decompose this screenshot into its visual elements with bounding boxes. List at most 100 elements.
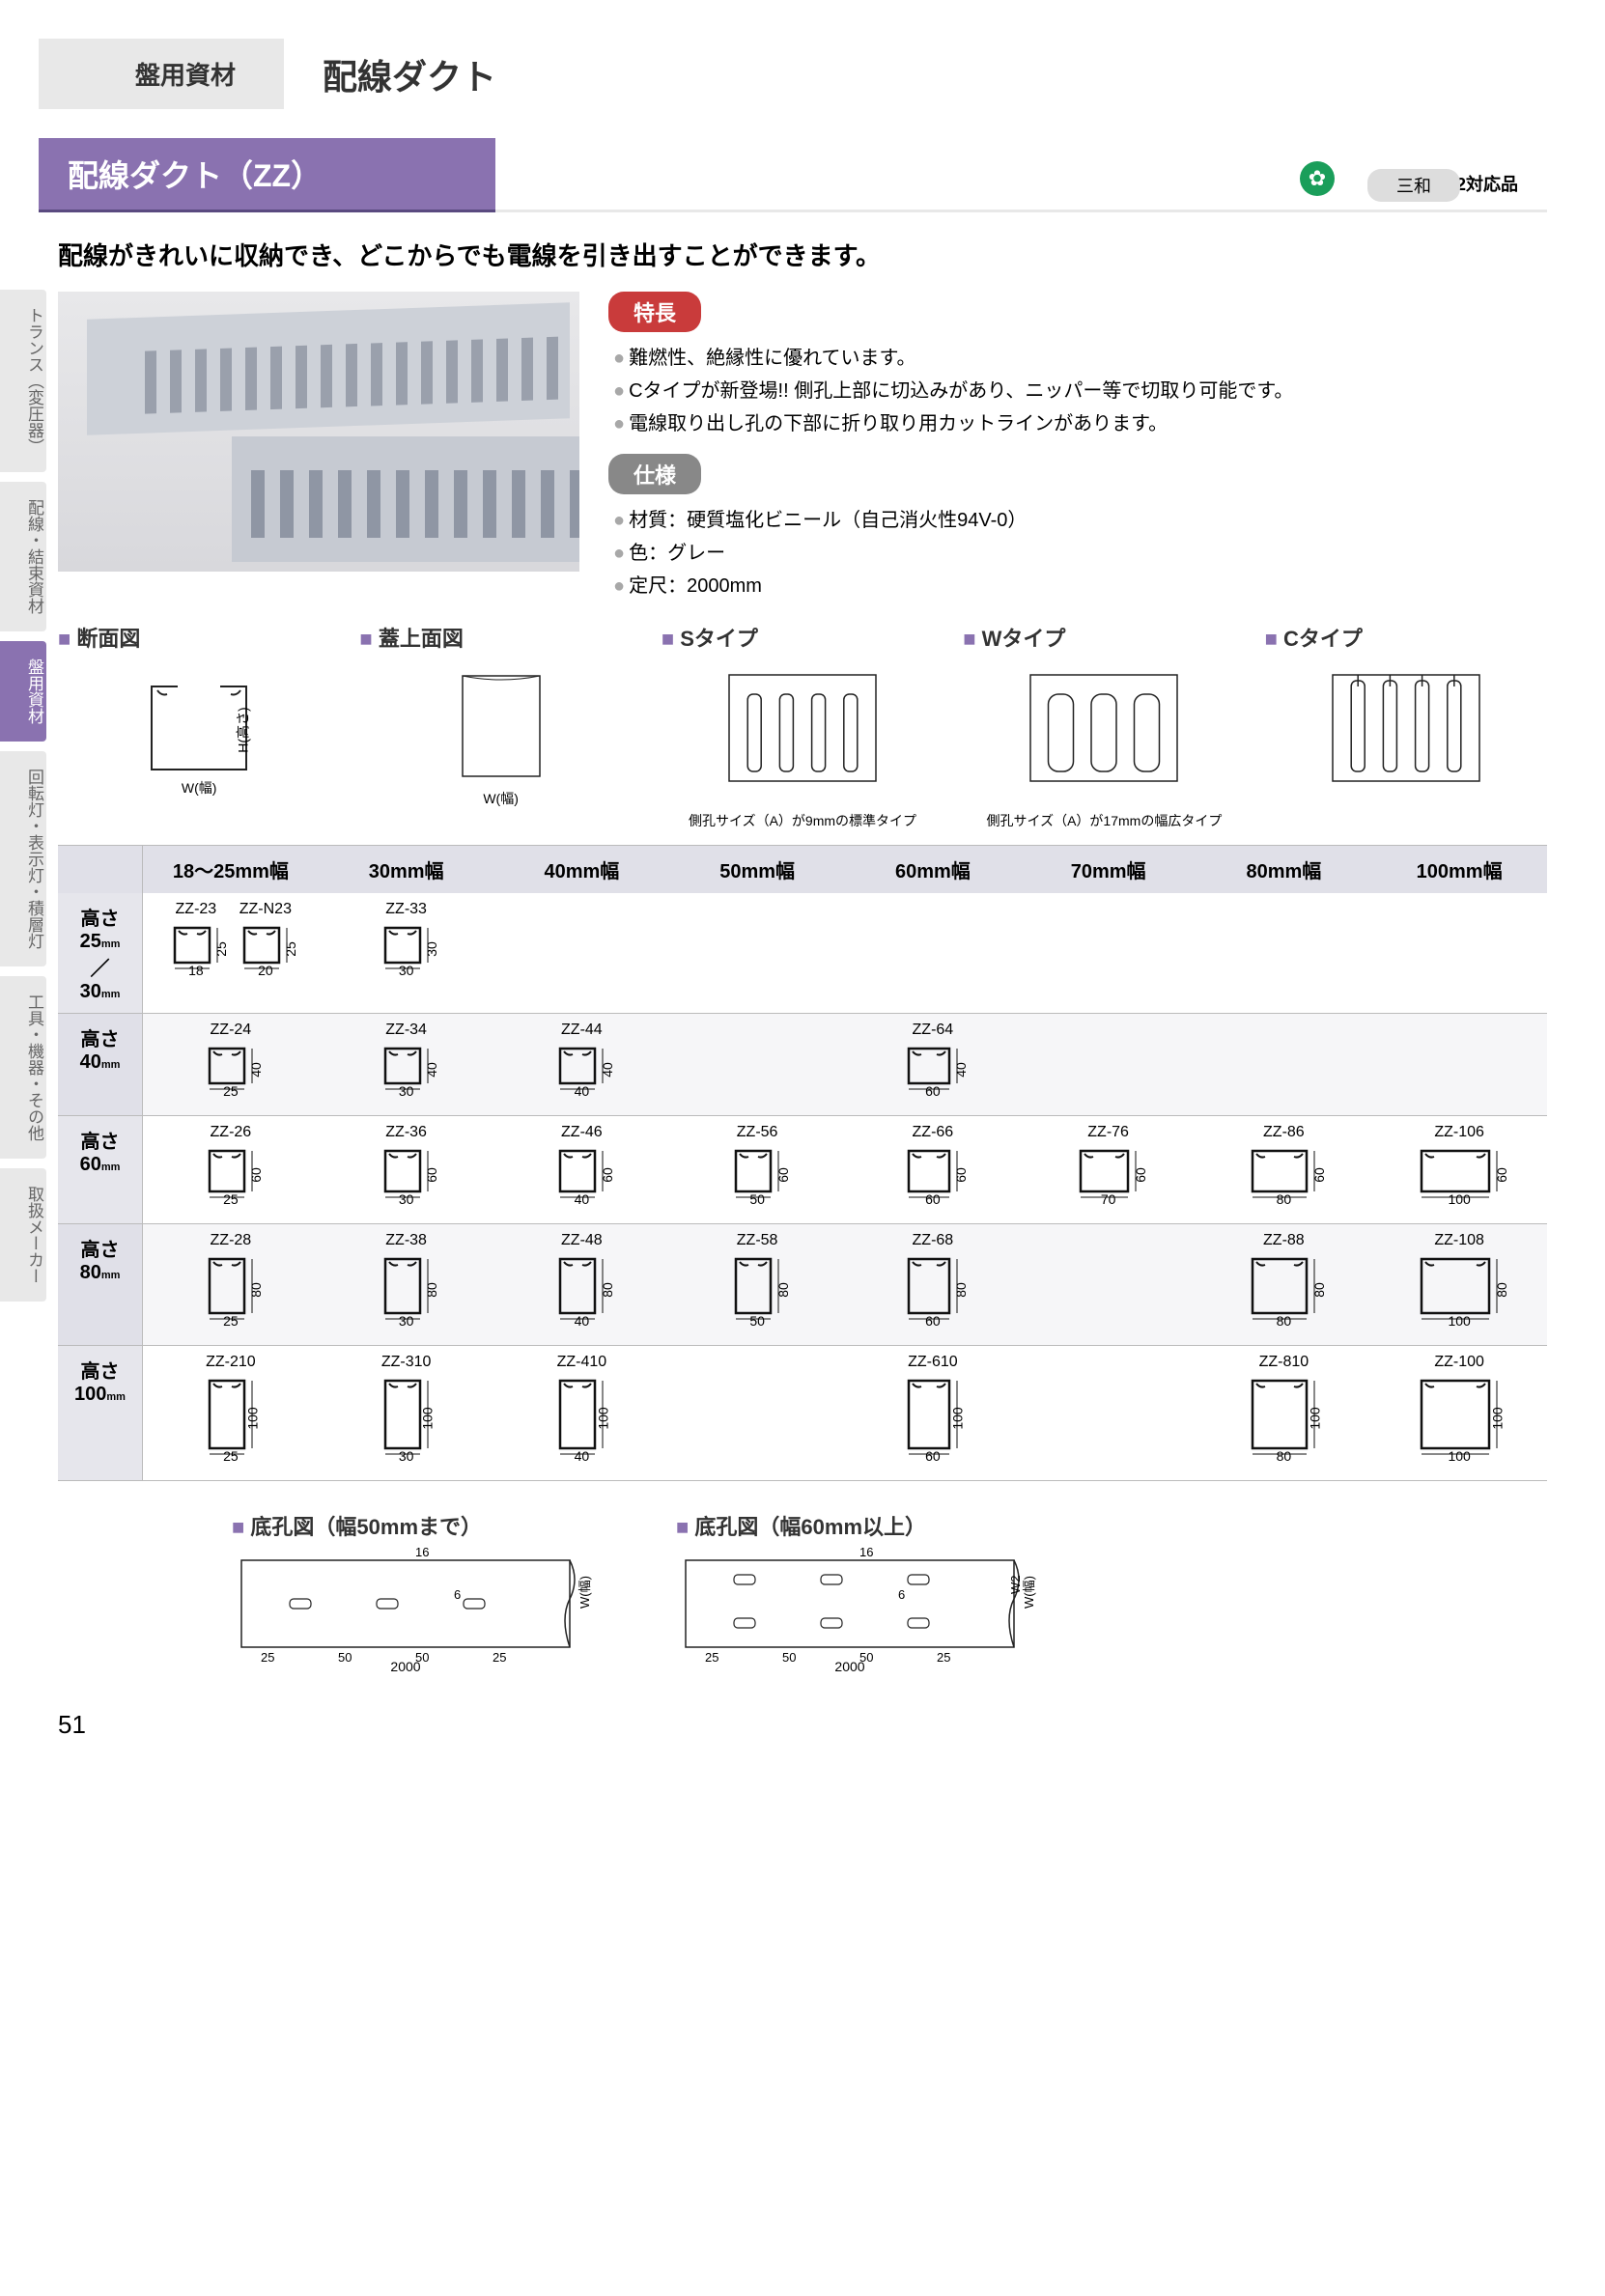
grid-cell: ZZ-410 40100 <box>494 1346 670 1480</box>
grid-cell <box>1021 1224 1197 1345</box>
column-header: 50mm幅 <box>669 846 845 893</box>
shape-icon: 3060 <box>378 1145 436 1205</box>
model-code: ZZ-33 <box>378 901 436 918</box>
sidebar-tab[interactable]: 盤用資材 <box>0 641 46 742</box>
grid-header: 18～25mm幅30mm幅40mm幅50mm幅60mm幅70mm幅80mm幅10… <box>58 846 1547 893</box>
grid-cell <box>1021 1346 1197 1480</box>
grid-cell <box>669 1346 845 1480</box>
grid-cell <box>845 893 1021 1013</box>
bottom-diagrams: 底孔図（幅50mmまで） 200025505025166W(幅)底孔図（幅60m… <box>232 1510 1547 1681</box>
shape-icon: 2580 <box>202 1253 260 1327</box>
row-header: 高さ25mm／30mm <box>58 893 143 1013</box>
shape-icon: 3080 <box>378 1253 436 1327</box>
model-code: ZZ-34 <box>378 1022 436 1039</box>
grid-cell: ZZ-24 2540 <box>143 1014 319 1115</box>
grid-cell: ZZ-26 2560 <box>143 1116 319 1223</box>
feature-item: Cタイプが新登場!! 側孔上部に切込みがあり、ニッパー等で切取り可能です。 <box>608 375 1547 407</box>
grid-cell: ZZ-38 3080 <box>319 1224 494 1345</box>
model-code: ZZ-36 <box>378 1124 436 1141</box>
sidebar-tab[interactable]: 回転灯・表示灯・積層灯 <box>0 751 46 966</box>
diagram-box: W(幅) <box>359 653 641 807</box>
svg-text:25: 25 <box>937 1650 950 1665</box>
row-header: 高さ40mm <box>58 1014 143 1115</box>
sidebar-tab[interactable]: トランス（変圧器） <box>0 290 46 472</box>
diagram-box <box>662 653 943 807</box>
row-header: 高さ60mm <box>58 1116 143 1223</box>
model-code: ZZ-108 <box>1414 1232 1505 1249</box>
shape-icon: 40100 <box>552 1375 610 1462</box>
column-header: 18～25mm幅 <box>143 846 319 893</box>
model-code: ZZ-100 <box>1414 1354 1505 1371</box>
product-title: 配線ダクト <box>323 49 496 99</box>
spec-item: 色：グレー <box>608 537 1547 570</box>
model-code: ZZ-86 <box>1245 1124 1322 1141</box>
grid-cell: ZZ-56 5060 <box>669 1116 845 1223</box>
shape-icon: 8060 <box>1245 1145 1322 1205</box>
grid-cell: ZZ-86 8060 <box>1197 1116 1372 1223</box>
bottom-title: 底孔図（幅50mmまで） <box>232 1510 599 1541</box>
column-header: 40mm幅 <box>494 846 670 893</box>
shape-icon: 6060 <box>901 1145 965 1205</box>
grid-cell: ZZ-310 30100 <box>319 1346 494 1480</box>
sidebar-tab[interactable]: 工具・機器・その他 <box>0 976 46 1159</box>
feature-item: 電線取り出し孔の下部に折り取り用カットラインがあります。 <box>608 407 1547 440</box>
sidebar-tab[interactable]: 取扱メーカー <box>0 1168 46 1302</box>
model-code: ZZ-310 <box>378 1354 436 1371</box>
shape-icon: 60100 <box>901 1375 965 1462</box>
svg-text:25: 25 <box>705 1650 718 1665</box>
model-code: ZZ-23 <box>167 901 225 918</box>
row-header: 高さ80mm <box>58 1224 143 1345</box>
shape-icon: 2025 <box>237 922 295 976</box>
diagram-col: 蓋上面図W(幅) <box>359 622 641 830</box>
spec-list: 材質：硬質塩化ビニール（自己消火性94V-0）色：グレー定尺：2000mm <box>608 504 1547 602</box>
spec-item: 定尺：2000mm <box>608 570 1547 602</box>
shape-icon: 7060 <box>1073 1145 1143 1205</box>
shape-icon: 1825 <box>167 922 225 976</box>
model-code: ZZ-N23 <box>237 901 295 918</box>
shape-icon: 6040 <box>901 1043 965 1097</box>
grid-cell: ZZ-58 5080 <box>669 1224 845 1345</box>
diagram-box <box>963 653 1245 807</box>
model-code: ZZ-44 <box>552 1022 610 1039</box>
diagram-row: 断面図 W(幅)H(高さ)蓋上面図W(幅)Sタイプ 側孔サイズ（A）が9mmの標… <box>58 622 1547 830</box>
grid-cell: ZZ-64 6040 <box>845 1014 1021 1115</box>
shape-icon: 4060 <box>552 1145 610 1205</box>
model-code: ZZ-46 <box>552 1124 610 1141</box>
svg-text:W2: W2 <box>1008 1576 1023 1595</box>
column-header: 100mm幅 <box>1371 846 1547 893</box>
grid-cell: ZZ-88 8080 <box>1197 1224 1372 1345</box>
grid-cell: ZZ-106 10060 <box>1371 1116 1547 1223</box>
diagram-box <box>1265 653 1547 807</box>
grid-cell: ZZ-68 6080 <box>845 1224 1021 1345</box>
model-code: ZZ-88 <box>1245 1232 1322 1249</box>
shape-icon: 5080 <box>728 1253 786 1327</box>
grid-cell <box>1371 893 1547 1013</box>
grid-cell: ZZ-610 60100 <box>845 1346 1021 1480</box>
sidebar-tabs: トランス（変圧器） 配線・結束資材盤用資材回転灯・表示灯・積層灯工具・機器・その他… <box>0 290 46 1302</box>
shape-icon: 25100 <box>202 1375 260 1462</box>
svg-text:W(幅): W(幅) <box>577 1576 592 1609</box>
grid-row: 高さ100mm ZZ-210 25100 ZZ-310 30100 ZZ-410 <box>58 1346 1547 1481</box>
eco-icon: ✿ <box>1300 161 1335 196</box>
svg-text:16: 16 <box>859 1545 873 1559</box>
grid-cell: ZZ-66 6060 <box>845 1116 1021 1223</box>
features-heading: 特長 <box>608 292 701 332</box>
svg-text:50: 50 <box>338 1650 352 1665</box>
svg-text:6: 6 <box>454 1587 461 1602</box>
diagram-note: 側孔サイズ（A）が17mmの幅広タイプ <box>963 811 1245 830</box>
brand-pill: 三和 <box>1367 169 1460 202</box>
model-code: ZZ-26 <box>202 1124 260 1141</box>
shape-icon: 80100 <box>1245 1375 1322 1462</box>
grid-cell: ZZ-23 1825 ZZ-N23 2025 <box>143 893 319 1013</box>
diagram-note: 側孔サイズ（A）が9mmの標準タイプ <box>662 811 943 830</box>
spec-heading: 仕様 <box>608 454 701 494</box>
model-code: ZZ-24 <box>202 1022 260 1039</box>
grid-cell: ZZ-100 100100 <box>1371 1346 1547 1480</box>
grid-cell <box>1371 1014 1547 1115</box>
diagram-box: W(幅)H(高さ) <box>58 653 340 807</box>
sidebar-tab[interactable]: 配線・結束資材 <box>0 482 46 631</box>
model-code: ZZ-810 <box>1245 1354 1322 1371</box>
page-number: 51 <box>58 1710 1547 1740</box>
shape-icon: 100100 <box>1414 1375 1505 1462</box>
grid-row: 高さ80mm ZZ-28 2580 ZZ-38 3080 ZZ-48 <box>58 1224 1547 1346</box>
